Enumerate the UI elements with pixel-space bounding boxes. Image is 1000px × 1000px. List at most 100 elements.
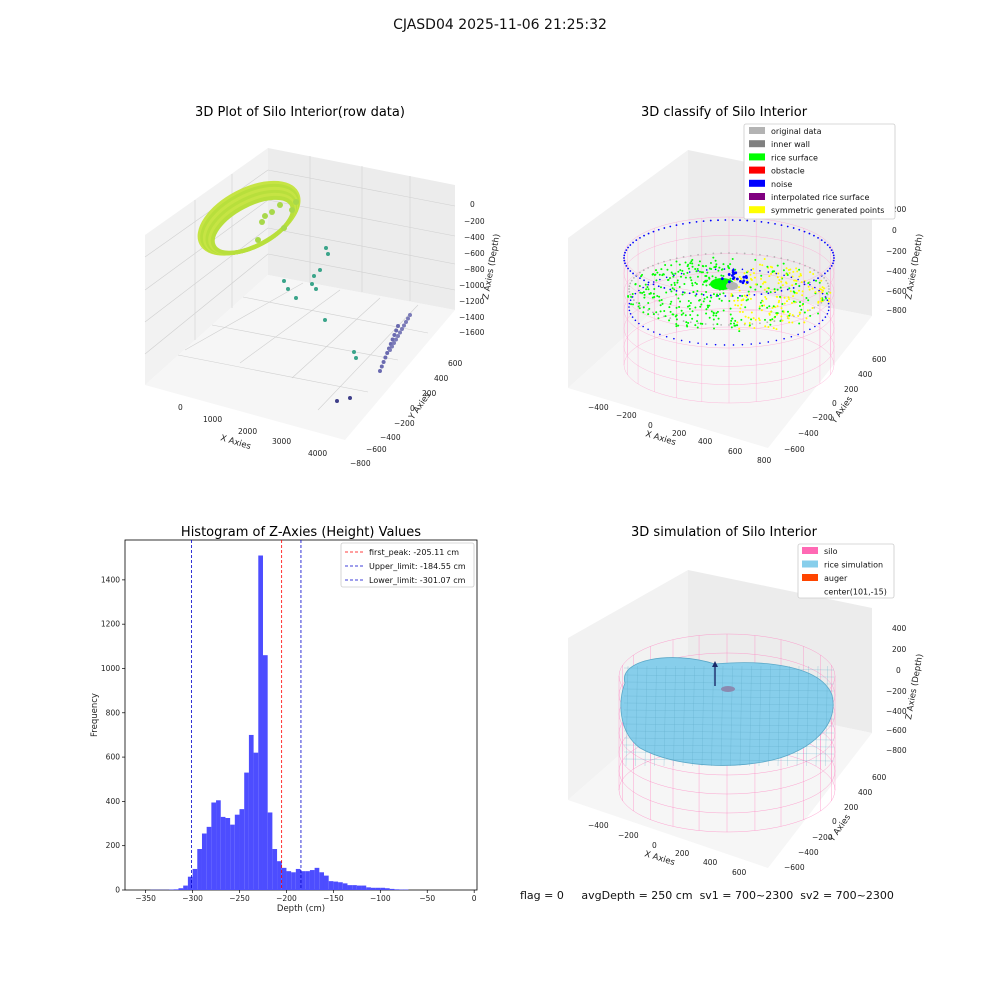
raw-point xyxy=(277,202,283,208)
classify-original-point xyxy=(793,315,795,318)
raw-point xyxy=(323,318,327,322)
classify-original-point xyxy=(628,288,630,290)
classify-noise-point xyxy=(767,341,770,343)
raw-point xyxy=(383,355,388,360)
classify-rice-point xyxy=(776,288,779,291)
classify-noise-point xyxy=(753,293,756,296)
classify-rice-point xyxy=(691,284,694,287)
classify-rice-point xyxy=(686,305,689,308)
classify-rice-point xyxy=(807,299,810,302)
classify-rice-point xyxy=(665,291,668,294)
classify-noise-point xyxy=(647,232,650,235)
classify-symmetric-point xyxy=(754,318,757,321)
simulation-surface-grid xyxy=(623,681,835,685)
classify-rice-point xyxy=(718,297,721,300)
simulation-z-tick: −200 xyxy=(886,687,907,696)
classify-rice-point xyxy=(680,275,683,278)
classify-rice-point xyxy=(647,288,650,291)
classify-noise-point xyxy=(717,219,719,222)
classify-symmetric-point xyxy=(776,276,779,279)
raw-z-tick: −1600 xyxy=(459,328,485,337)
classify-noise-point xyxy=(625,265,628,267)
classify-symmetric-point xyxy=(814,291,817,294)
classify-rice-point xyxy=(630,295,633,298)
classify-symmetric-point xyxy=(730,294,733,297)
histogram-x-tick-label: −50 xyxy=(419,894,435,903)
classify-noise-point xyxy=(697,342,699,344)
classify-rice-point xyxy=(754,258,757,261)
classify-noise-point xyxy=(627,267,629,270)
classify-symmetric-point xyxy=(758,305,761,308)
classify-noise-point xyxy=(783,274,785,277)
classify-rice-point xyxy=(712,314,715,317)
raw-point xyxy=(269,209,275,215)
classify-rice-point xyxy=(691,317,694,320)
classify-rice-point xyxy=(677,324,680,327)
histogram-bar xyxy=(300,871,306,890)
classify-rice-point xyxy=(666,268,669,271)
raw-point xyxy=(388,348,392,352)
classify-noise-point xyxy=(652,281,655,283)
classify-symmetric-point xyxy=(780,307,783,310)
classify-symmetric-point xyxy=(753,327,756,330)
classify-original-point xyxy=(766,254,769,257)
classify-rice-point xyxy=(696,314,699,317)
classify-rice-point xyxy=(798,284,801,287)
classify-rice-point xyxy=(684,261,687,264)
classify-symmetric-point xyxy=(750,311,753,314)
classify-noise-point xyxy=(629,312,632,315)
classify-noise-point xyxy=(665,335,668,338)
histogram-y-tick-label: 1200 xyxy=(101,620,120,629)
histogram-bar xyxy=(323,875,329,890)
classify-rice-point xyxy=(792,300,795,303)
raw-x-tick: 1000 xyxy=(203,415,222,424)
classify-noise-point xyxy=(705,269,708,271)
classify-rice-point xyxy=(738,330,741,333)
raw-point xyxy=(281,225,287,231)
classify-noise-point xyxy=(639,236,641,239)
classify-noise-point xyxy=(750,269,753,271)
classify-original-point xyxy=(798,262,801,265)
classify-noise-point xyxy=(624,262,626,265)
classify-rice-point xyxy=(710,296,713,299)
classify-y-tick: −200 xyxy=(812,413,833,422)
classify-symmetric-point xyxy=(809,271,812,274)
classify-noise-point xyxy=(652,331,655,333)
classify-rice-point xyxy=(697,264,700,267)
histogram-y-ticks: 0 200 400 600 800 1000 1200 1400 xyxy=(101,575,125,895)
classify-symmetric-point xyxy=(798,275,801,278)
classify-symmetric-point xyxy=(812,272,815,275)
raw-point xyxy=(392,341,396,345)
simulation-surface-grid xyxy=(730,665,733,767)
simulation-x-tick: 600 xyxy=(732,868,747,877)
raw-point xyxy=(293,199,299,205)
classify-symmetric-point xyxy=(754,283,757,286)
classify-legend-swatch xyxy=(749,166,765,174)
histogram-reference-lines xyxy=(191,540,302,890)
histogram-bar xyxy=(262,655,268,890)
classify-rice-point xyxy=(688,307,691,310)
classify-noise-point xyxy=(745,281,749,284)
classify-legend-swatch xyxy=(749,140,765,148)
raw-points xyxy=(197,180,412,403)
classify-symmetric-point xyxy=(795,267,798,270)
classify-rice-point xyxy=(708,267,711,270)
classify-original-point xyxy=(652,311,654,314)
simulation-surface-grid xyxy=(644,665,648,767)
classify-rice-point xyxy=(748,324,751,327)
raw-point xyxy=(318,268,322,272)
classify-rice-point xyxy=(687,263,690,266)
classify-rice-point xyxy=(799,301,802,304)
classify-noise-point xyxy=(627,246,629,249)
classify-original-point xyxy=(682,320,685,322)
simulation-y-tick: 400 xyxy=(858,788,873,797)
classify-noise-point xyxy=(809,328,811,331)
classify-rice-point xyxy=(668,319,671,322)
classify-rice-point xyxy=(706,279,709,282)
classify-symmetric-point xyxy=(772,327,775,330)
classify-rice-point xyxy=(706,304,709,307)
classify-noise-point xyxy=(727,280,731,284)
classify-symmetric-point xyxy=(820,297,823,300)
classify-noise-point xyxy=(830,249,833,251)
classify-symmetric-point xyxy=(744,315,747,318)
